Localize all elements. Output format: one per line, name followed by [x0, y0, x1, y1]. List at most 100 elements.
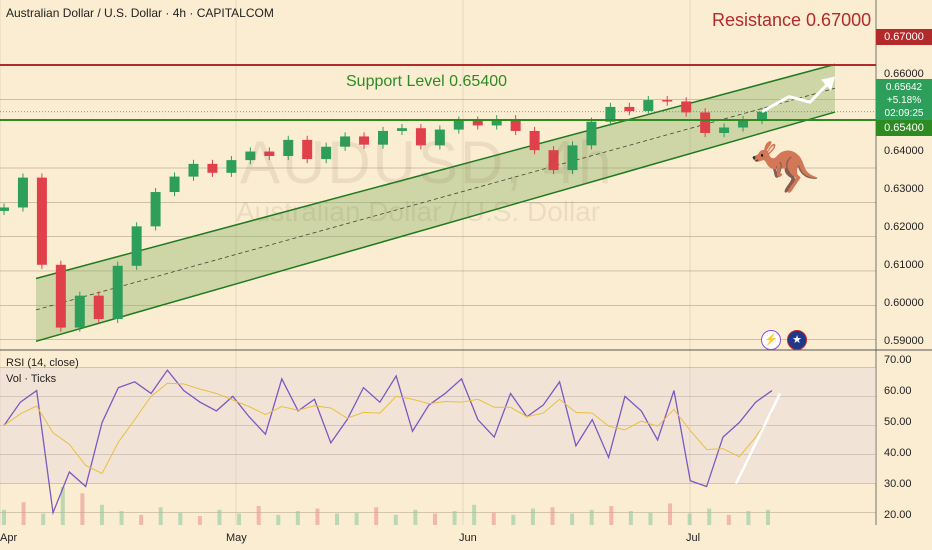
volume-bar-12 [237, 513, 242, 525]
volume-bar-21 [413, 509, 418, 525]
volume-bar-24 [472, 504, 477, 525]
volume-bar-33 [648, 512, 653, 525]
price-tick-4: 0.62000 [884, 221, 924, 233]
volume-bar-14 [276, 514, 281, 525]
candle-29 [548, 150, 559, 171]
volume-bar-9 [178, 512, 183, 525]
candle-13 [245, 151, 256, 161]
candle-12 [226, 160, 237, 173]
candle-5 [93, 295, 104, 320]
volume-bar-2 [41, 513, 46, 525]
volume-bar-13 [256, 506, 261, 525]
x-tick-jul: Jul [686, 532, 701, 544]
chart-header: Australian Dollar / U.S. Dollar · 4h · C… [6, 6, 274, 20]
forecast-path [761, 83, 829, 114]
candle-32 [605, 106, 616, 122]
x-tick-may: May [226, 532, 247, 544]
volume-bar-34 [668, 503, 673, 525]
x-tick-apr: Apr [0, 532, 18, 544]
volume-bar-36 [707, 508, 712, 525]
forecast-arrowhead [821, 76, 835, 91]
volume-bar-5 [99, 504, 104, 525]
watermark-name: Australian Dollar / U.S. Dollar [236, 196, 601, 227]
candle-16 [302, 139, 313, 160]
volume-bar-16 [315, 508, 320, 525]
candle-35 [662, 100, 673, 102]
price-tick-2: 0.64000 [884, 145, 924, 157]
rsi-tick-30: 30.00 [884, 478, 912, 490]
resistance-price-tag: 0.67000 [876, 29, 932, 45]
volume-bar-23 [452, 511, 457, 525]
price-tick-6: 0.60000 [884, 297, 924, 309]
current-price: 0.65642 [885, 82, 923, 93]
volume-bar-28 [550, 507, 555, 525]
volume-bar-17 [335, 513, 340, 525]
candle-8 [150, 192, 161, 227]
candle-17 [321, 146, 332, 160]
rsi-tick-50: 50.00 [884, 416, 912, 428]
rsi-tick-60: 60.00 [884, 385, 912, 397]
candle-28 [529, 130, 540, 151]
trend-channel [35, 63, 836, 343]
rsi-ma-line [3, 382, 773, 475]
rsi-line [3, 369, 773, 516]
price-tick-3: 0.63000 [884, 183, 924, 195]
australia-flag-icon[interactable]: ★ [787, 330, 807, 350]
volume-bar-8 [158, 507, 163, 525]
candle-31 [586, 121, 597, 146]
watermark-symbol: AUDUSD, 4h [240, 129, 614, 196]
volume-bar-20 [393, 514, 398, 525]
rsi-tick-40: 40.00 [884, 447, 912, 459]
candle-34 [643, 100, 654, 112]
candle-33 [624, 106, 635, 112]
channel-midline [35, 87, 836, 311]
volume-bar-30 [589, 509, 594, 525]
price-change: +5.18% [886, 95, 922, 106]
candle-30 [567, 145, 578, 171]
volume-bar-7 [139, 514, 144, 525]
rsi-tick-70: 70.00 [884, 354, 912, 366]
candle-15 [283, 139, 294, 156]
volume-bar-22 [432, 513, 437, 525]
resistance-label: Resistance 0.67000 [712, 10, 872, 30]
volume-bar-39 [766, 509, 770, 525]
candle-26 [491, 119, 502, 126]
volume-bar-18 [354, 512, 359, 525]
volume-bar-38 [746, 511, 751, 525]
candle-38 [719, 127, 730, 134]
lightning-icon[interactable]: ⚡ [761, 330, 781, 350]
candle-40 [757, 111, 767, 120]
volume-bar-1 [21, 502, 26, 525]
candle-18 [340, 136, 351, 147]
volume-bar-6 [119, 511, 124, 525]
key-levels [0, 64, 876, 121]
bar-countdown: 02:09:25 [884, 108, 924, 119]
volume-bar-32 [628, 511, 633, 525]
candle-21 [396, 128, 407, 131]
rsi-legend: RSI (14, close) [6, 357, 79, 369]
candle-27 [510, 119, 521, 131]
forecast-arrow [761, 76, 835, 114]
candle-36 [681, 101, 692, 113]
volume-bar-15 [295, 511, 300, 525]
volume-bar-27 [530, 508, 535, 525]
volume-bar-31 [609, 506, 614, 525]
channel-lower-line [35, 111, 836, 343]
candle-7 [131, 226, 142, 266]
candle-20 [378, 130, 388, 145]
price-tick-1: 0.66000 [884, 68, 924, 80]
volume-bar-29 [570, 513, 575, 525]
channel-fill [36, 64, 835, 342]
rsi-band [0, 367, 876, 484]
rsi-grid [0, 367, 876, 513]
volume-bar-10 [197, 516, 202, 525]
channel-upper-line [35, 63, 836, 280]
rsi-series[interactable] [3, 369, 782, 516]
candle-11 [207, 163, 218, 173]
price-tick-7: 0.59000 [884, 335, 924, 347]
price-series[interactable] [0, 95, 767, 332]
candle-14 [264, 151, 275, 156]
candle-4 [74, 295, 85, 328]
candle-23 [434, 129, 445, 146]
